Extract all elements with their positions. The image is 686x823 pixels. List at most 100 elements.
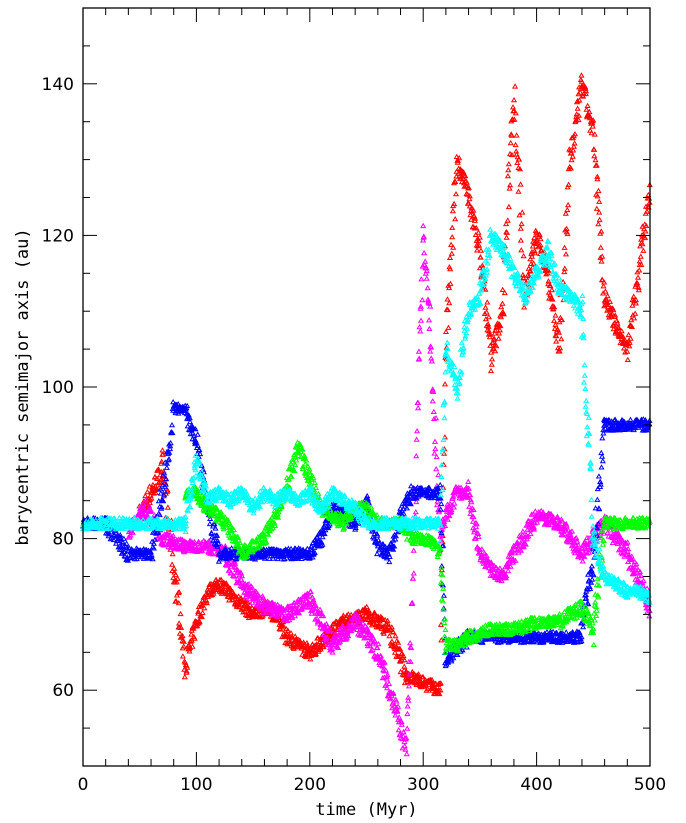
data-point (488, 349, 495, 355)
data-point (610, 325, 617, 332)
data-point (412, 540, 419, 547)
data-point (207, 515, 214, 521)
data-point (496, 327, 503, 333)
data-point (464, 494, 471, 500)
data-point (589, 576, 596, 582)
data-point (643, 208, 651, 214)
data-point (434, 553, 441, 559)
data-point (151, 474, 158, 480)
data-point (390, 690, 397, 696)
data-point (388, 624, 395, 630)
data-point (373, 512, 381, 518)
data-point (400, 733, 407, 739)
data-point (544, 270, 551, 276)
data-point (465, 485, 472, 491)
data-point (632, 296, 640, 303)
data-point (185, 415, 192, 422)
data-point (630, 570, 637, 577)
data-point (150, 540, 157, 546)
data-point (394, 708, 401, 714)
data-point (365, 508, 373, 514)
data-point (618, 328, 625, 334)
data-point (354, 626, 361, 632)
data-point (596, 505, 603, 512)
data-point (636, 568, 644, 574)
data-point (551, 303, 558, 310)
data-point (575, 112, 582, 118)
data-point (466, 192, 473, 199)
data-point (419, 296, 426, 303)
data-point (529, 243, 536, 249)
data-point (553, 338, 560, 344)
data-point (308, 648, 315, 654)
data-point (527, 267, 534, 273)
data-point (177, 610, 184, 617)
data-point (625, 331, 632, 338)
data-point (545, 267, 552, 273)
data-point (598, 228, 605, 234)
data-point (599, 277, 606, 283)
data-point (561, 265, 568, 271)
data-point (462, 642, 469, 648)
data-point (260, 609, 267, 615)
data-point (527, 256, 534, 262)
data-point (590, 572, 597, 578)
data-point (440, 606, 447, 612)
data-point (280, 624, 287, 630)
data-point (562, 251, 570, 257)
data-point (586, 108, 593, 115)
data-point (346, 516, 353, 523)
data-point (250, 595, 257, 602)
data-point (606, 314, 613, 320)
data-point (549, 296, 556, 302)
data-point (410, 570, 417, 576)
data-point (446, 299, 453, 306)
data-point (612, 312, 619, 318)
data-point (422, 258, 429, 264)
data-point (595, 520, 602, 527)
data-point (287, 630, 295, 636)
data-point (301, 452, 308, 458)
data-point (511, 107, 518, 113)
data-point (149, 556, 156, 562)
data-point (142, 492, 149, 499)
data-point (588, 130, 595, 136)
data-point (473, 520, 480, 527)
data-point (322, 641, 329, 647)
data-point (308, 547, 315, 553)
data-point (392, 536, 399, 542)
data-point (503, 572, 510, 578)
data-point (516, 166, 524, 172)
data-point (598, 464, 605, 470)
data-point (199, 609, 206, 615)
data-point (391, 543, 398, 549)
data-point (437, 545, 444, 552)
data-point (589, 123, 596, 129)
data-point (151, 512, 158, 518)
data-point (595, 221, 602, 227)
data-point (400, 510, 407, 516)
data-point (171, 565, 178, 571)
data-point (440, 585, 447, 591)
data-point (556, 348, 563, 354)
data-point (146, 503, 153, 509)
data-point (435, 485, 442, 491)
data-point (495, 335, 502, 341)
data-point (380, 659, 387, 666)
data-point (306, 592, 313, 598)
data-point (531, 630, 539, 636)
data-point (631, 315, 638, 321)
data-point (179, 632, 186, 638)
data-point (421, 249, 428, 256)
data-point (148, 495, 155, 501)
data-point (244, 598, 251, 605)
data-point (368, 647, 375, 654)
data-point (447, 280, 454, 286)
data-point (498, 577, 505, 584)
data-point (403, 505, 410, 511)
data-point (565, 636, 572, 642)
data-point (304, 644, 311, 650)
data-point (634, 280, 641, 286)
data-point (381, 659, 388, 665)
data-point (408, 483, 415, 489)
